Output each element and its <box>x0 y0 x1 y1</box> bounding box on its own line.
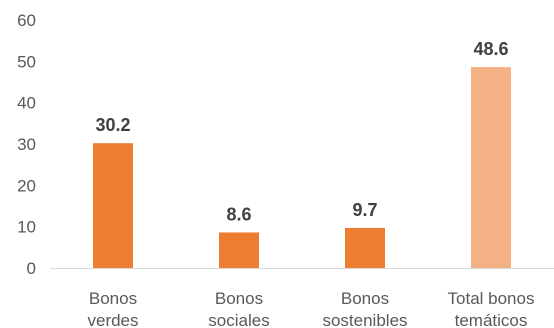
x-axis: Bonos verdes Bonos sociales Bonos sostenibles… <box>87 289 534 328</box>
data-label: 9.7 <box>352 200 377 220</box>
x-tick-label: Total bonos temáticos <box>448 289 535 328</box>
bars <box>93 67 511 269</box>
x-tick-label: Bonos sociales <box>208 289 269 328</box>
bar <box>93 143 133 268</box>
y-axis: 0 10 20 30 40 50 60 <box>17 11 36 278</box>
x-tick-label: Bonos sostenibles <box>322 289 407 328</box>
bar <box>345 227 385 268</box>
y-tick-label: 50 <box>17 52 36 71</box>
y-tick-label: 60 <box>17 11 36 30</box>
y-tick-label: 30 <box>17 135 36 154</box>
bar <box>219 232 259 268</box>
data-label: 30.2 <box>95 115 130 135</box>
data-labels: 30.2 8.6 9.7 48.6 <box>95 39 508 224</box>
y-tick-label: 10 <box>17 218 36 237</box>
y-tick-label: 0 <box>27 259 36 278</box>
y-tick-label: 40 <box>17 94 36 113</box>
x-tick-label: Bonos verdes <box>87 289 138 328</box>
y-tick-label: 20 <box>17 176 36 195</box>
bar <box>471 67 511 269</box>
data-label: 8.6 <box>226 204 251 224</box>
data-label: 48.6 <box>473 39 508 59</box>
